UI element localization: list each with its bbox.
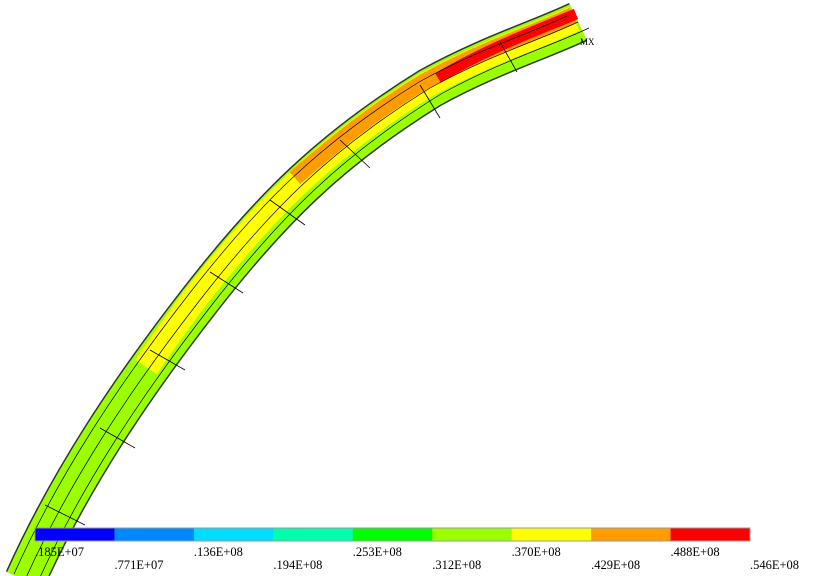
legend-swatch — [591, 528, 671, 541]
tube-outline — [25, 22, 578, 576]
legend-swatch — [194, 528, 274, 541]
legend-label: .771E+07 — [114, 558, 163, 572]
legend-swatch — [512, 528, 592, 541]
max-marker: MX — [580, 37, 595, 47]
tube: MX — [14, 14, 595, 576]
tube-line — [25, 22, 578, 576]
legend-swatch — [432, 528, 512, 541]
tube-line — [36, 28, 589, 576]
legend-label: .429E+08 — [591, 558, 640, 572]
legend-label: .194E+08 — [273, 558, 322, 572]
legend-label: .488E+08 — [671, 545, 720, 559]
legend-label: .312E+08 — [432, 558, 481, 572]
legend-swatch — [35, 528, 115, 541]
legend-label: .185E+07 — [35, 545, 84, 559]
legend-swatch — [273, 528, 353, 541]
legend-label: .370E+08 — [512, 545, 561, 559]
legend-label: .253E+08 — [353, 545, 402, 559]
legend-swatch — [671, 528, 751, 541]
tube-body — [25, 22, 578, 576]
legend: .185E+07 .771E+07 .136E+08 .194E+08 .253E+08… — [35, 528, 799, 572]
legend-swatch — [114, 528, 194, 541]
legend-label: .136E+08 — [194, 545, 243, 559]
legend-swatch — [353, 528, 433, 541]
legend-label: .546E+08 — [750, 558, 799, 572]
tube-line — [14, 16, 567, 574]
result-plot: MX .185E+07 .771E+07 .136E+08 .194E+08 .253E… — [0, 0, 824, 576]
